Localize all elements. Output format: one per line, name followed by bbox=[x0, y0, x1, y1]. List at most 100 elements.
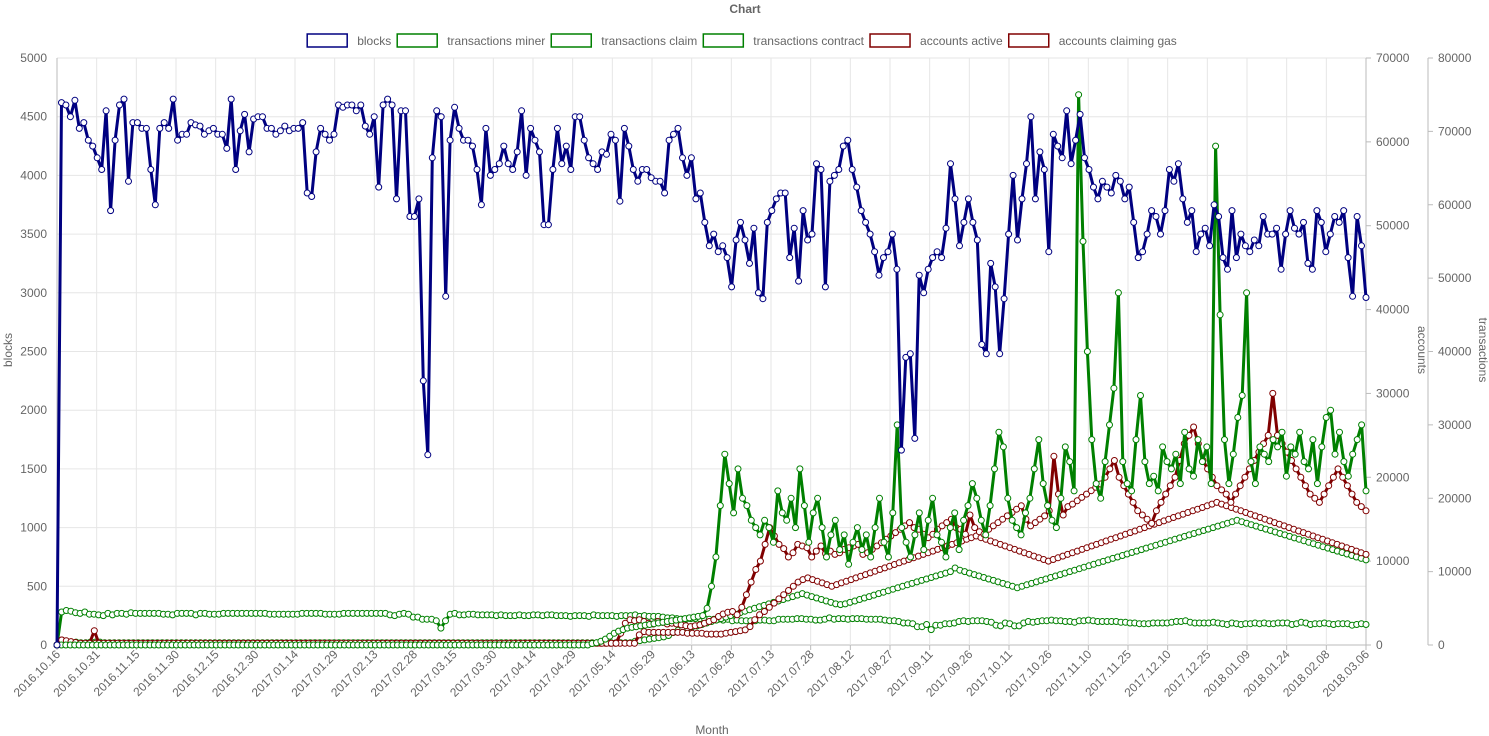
data-point bbox=[946, 524, 954, 532]
data-point bbox=[973, 494, 981, 502]
data-point bbox=[616, 197, 624, 205]
data-point bbox=[1070, 487, 1078, 495]
data-point bbox=[1114, 289, 1122, 297]
data-point bbox=[857, 207, 865, 215]
data-point bbox=[1083, 490, 1090, 498]
data-point bbox=[831, 516, 839, 524]
data-point bbox=[813, 160, 820, 168]
data-point bbox=[1183, 218, 1191, 226]
data-point bbox=[1232, 490, 1240, 498]
accounts-tick-label: 40000 bbox=[1376, 303, 1410, 317]
legend-item[interactable]: accounts claiming gas bbox=[1007, 33, 1177, 48]
transactions-axis: 0 10000 20000 30000 40000 50000 60000 70000 8000… bbox=[1427, 51, 1472, 652]
data-point bbox=[1265, 458, 1273, 466]
data-point bbox=[549, 166, 557, 173]
transactions-tick-label: 10000 bbox=[1438, 565, 1472, 579]
data-point bbox=[1166, 482, 1174, 490]
data-point bbox=[884, 553, 892, 561]
data-point bbox=[1098, 177, 1106, 185]
data-point bbox=[1194, 436, 1202, 444]
data-point bbox=[603, 150, 610, 158]
data-point bbox=[1143, 515, 1151, 523]
data-point bbox=[1125, 183, 1133, 191]
accounts-tick-label: 20000 bbox=[1376, 470, 1410, 484]
data-point bbox=[1161, 207, 1169, 215]
legend-item[interactable]: blocks bbox=[306, 33, 391, 48]
data-point bbox=[1017, 502, 1025, 510]
data-point bbox=[751, 616, 759, 624]
data-point bbox=[1162, 490, 1170, 498]
legend-item[interactable]: transactions miner bbox=[396, 33, 545, 48]
data-point bbox=[848, 166, 856, 173]
data-point bbox=[1358, 242, 1365, 250]
data-point bbox=[770, 599, 778, 607]
data-point bbox=[858, 546, 866, 554]
data-point bbox=[1269, 436, 1277, 444]
data-point bbox=[147, 166, 155, 173]
blocks-axis: 0 500 1000 1500 2000 2500 3000 3500 4000 4500 5000 bbox=[20, 51, 58, 652]
data-point bbox=[432, 617, 440, 625]
data-point bbox=[1203, 443, 1211, 451]
data-point bbox=[892, 529, 899, 537]
data-point bbox=[1268, 230, 1276, 238]
data-point bbox=[71, 96, 79, 104]
data-point bbox=[276, 127, 284, 135]
data-point bbox=[674, 124, 682, 132]
data-point bbox=[1134, 254, 1142, 262]
legend-item[interactable]: transactions contract bbox=[702, 33, 865, 48]
data-point bbox=[522, 171, 530, 179]
data-point bbox=[1081, 154, 1088, 162]
data-point bbox=[1305, 465, 1312, 473]
data-point bbox=[1079, 237, 1087, 245]
data-point bbox=[942, 224, 950, 232]
data-point bbox=[98, 166, 106, 173]
data-point bbox=[1210, 201, 1218, 209]
legend-label: blocks bbox=[357, 34, 391, 48]
data-point bbox=[631, 639, 638, 647]
data-point bbox=[750, 224, 758, 232]
data-point bbox=[567, 166, 575, 173]
data-point bbox=[991, 283, 999, 291]
data-point bbox=[778, 509, 786, 517]
data-point bbox=[915, 509, 923, 517]
data-point bbox=[1221, 436, 1228, 444]
data-point bbox=[1300, 218, 1307, 226]
data-point bbox=[1013, 505, 1021, 513]
data-point bbox=[775, 595, 783, 603]
data-point bbox=[889, 509, 897, 517]
data-point bbox=[1004, 494, 1012, 502]
data-point bbox=[761, 540, 769, 548]
data-point bbox=[765, 524, 773, 532]
data-point bbox=[1264, 431, 1272, 439]
data-point bbox=[1097, 494, 1105, 502]
data-point bbox=[437, 624, 445, 632]
data-point bbox=[473, 166, 481, 173]
data-point bbox=[267, 124, 275, 132]
data-point bbox=[232, 166, 240, 173]
data-point bbox=[236, 127, 244, 135]
data-point bbox=[352, 107, 360, 115]
data-point bbox=[808, 230, 816, 238]
data-point bbox=[165, 124, 173, 132]
data-point bbox=[1224, 265, 1231, 273]
data-point bbox=[1031, 195, 1039, 203]
data-point bbox=[1057, 494, 1065, 502]
data-point bbox=[951, 509, 959, 517]
data-point bbox=[946, 568, 954, 576]
data-point bbox=[361, 122, 369, 130]
data-point bbox=[809, 509, 817, 517]
legend-item[interactable]: transactions claim bbox=[550, 33, 697, 48]
series-layer bbox=[53, 91, 1370, 649]
data-point bbox=[723, 254, 731, 262]
data-point bbox=[679, 154, 686, 162]
data-point bbox=[1362, 550, 1370, 558]
data-point bbox=[90, 627, 98, 635]
y-axis-label-transactions: transactions bbox=[1476, 318, 1489, 383]
legend-item[interactable]: accounts active bbox=[869, 33, 1003, 48]
data-point bbox=[544, 221, 552, 229]
data-point bbox=[1076, 110, 1084, 118]
data-point bbox=[1116, 177, 1124, 185]
data-point bbox=[938, 538, 945, 546]
data-point bbox=[814, 494, 822, 502]
data-point bbox=[844, 136, 852, 144]
